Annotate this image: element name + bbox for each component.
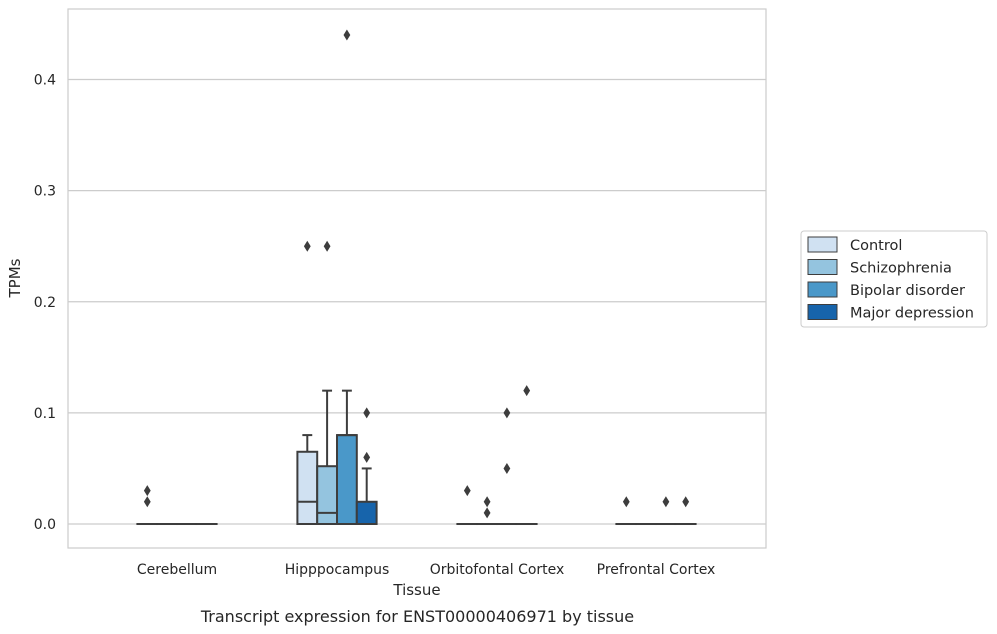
x-tick-label: Hipppocampus <box>285 562 390 578</box>
box <box>336 434 358 526</box>
legend: Control Schizophrenia Bipolar disorder Majo… <box>800 230 988 328</box>
legend-swatch <box>807 259 838 275</box>
y-tick-label: 0.1 <box>34 406 56 422</box>
box <box>316 465 339 525</box>
chart-caption: Transcript expression for ENST0000040697… <box>200 607 634 626</box>
outlier-point <box>303 240 311 252</box>
legend-swatch <box>807 304 838 320</box>
plot-area <box>67 8 767 549</box>
outlier-point <box>503 462 511 474</box>
box <box>355 500 378 525</box>
y-axis-label: TPMs <box>6 258 24 298</box>
outlier-point <box>363 451 371 463</box>
legend-swatch <box>807 236 838 253</box>
outlier-point <box>483 496 491 508</box>
box-group <box>136 485 218 526</box>
legend-frame <box>800 230 988 328</box>
box-group <box>296 29 378 526</box>
outlier-point <box>682 496 690 508</box>
legend-label: Control <box>850 238 902 254</box>
outlier-point <box>143 485 151 497</box>
outlier-point <box>323 240 331 252</box>
box-group <box>615 496 697 526</box>
x-tick-label: Cerebellum <box>137 562 217 578</box>
box <box>296 450 319 525</box>
y-tick-label: 0.2 <box>34 295 56 311</box>
x-tick-label: Orbitofontal Cortex <box>430 562 565 578</box>
outlier-point <box>363 407 371 419</box>
y-tick-label: 0.4 <box>34 73 56 89</box>
outlier-point <box>503 407 511 419</box>
outlier-point <box>463 485 471 497</box>
box-groups <box>136 29 697 526</box>
legend-swatch <box>807 281 838 298</box>
legend-label: Bipolar disorder <box>850 283 965 299</box>
y-tick-label: 0.0 <box>34 517 56 533</box>
outlier-point <box>483 507 491 519</box>
outlier-point <box>622 496 630 508</box>
y-tick-labels: 0.0 0.1 0.2 0.3 0.4 <box>34 73 56 534</box>
outlier-point <box>343 29 351 41</box>
x-tick-label: Prefrontal Cortex <box>597 562 716 578</box>
box-group <box>456 385 538 526</box>
outlier-point <box>143 496 151 508</box>
legend-label: Schizophrenia <box>850 261 952 277</box>
x-tick-labels: Cerebellum Hipppocampus Orbitofontal Corte… <box>137 562 715 578</box>
legend-label: Major depression <box>850 306 974 322</box>
x-axis-label: Tissue <box>392 581 440 599</box>
outlier-point <box>523 385 531 397</box>
y-tick-label: 0.3 <box>34 184 56 200</box>
outlier-point <box>662 496 670 508</box>
